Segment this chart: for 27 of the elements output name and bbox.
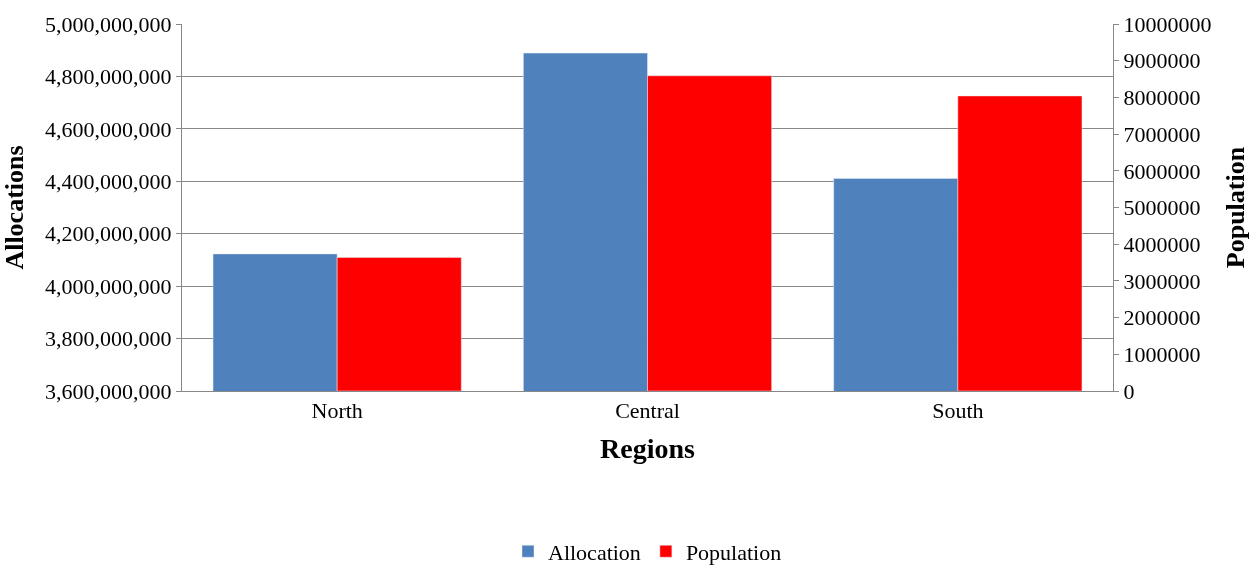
y2-tick-label: 0 [1123,378,1135,404]
y2-tick-label: 3000000 [1123,268,1201,294]
y-tick-label: 4,000,000,000 [45,273,172,299]
x-tick-label: South [932,398,984,424]
y2-tick-label: 7000000 [1123,121,1201,147]
y2-tick-label: 9000000 [1123,48,1201,74]
x-tick-label: North [311,398,363,424]
x-axis-title: Regions [600,432,696,464]
y2-tick-label: 6000000 [1123,158,1201,184]
y2-axis-title: Population [1221,146,1251,269]
y2-tick-label: 4000000 [1123,231,1201,257]
y-tick-label: 3,800,000,000 [45,326,172,352]
y-tick-label: 4,600,000,000 [45,116,172,142]
y-tick-label: 3,600,000,000 [45,378,172,404]
y2-tick-label: 8000000 [1123,85,1201,111]
y-tick-label: 4,200,000,000 [45,221,172,247]
y-axis-title: Allocations [0,145,29,270]
x-tick-label: Central [615,398,680,424]
legend-label: Population [685,539,782,565]
y-tick-label: 4,400,000,000 [45,168,172,194]
y2-tick-label: 10000000 [1123,11,1212,37]
y2-tick-label: 2000000 [1123,305,1201,331]
legend-label: Allocation [548,539,641,565]
y-tick-label: 5,000,000,000 [45,11,172,37]
y-tick-label: 4,800,000,000 [45,64,172,90]
y2-tick-label: 1000000 [1123,342,1201,367]
y2-tick-label: 5000000 [1123,195,1201,221]
